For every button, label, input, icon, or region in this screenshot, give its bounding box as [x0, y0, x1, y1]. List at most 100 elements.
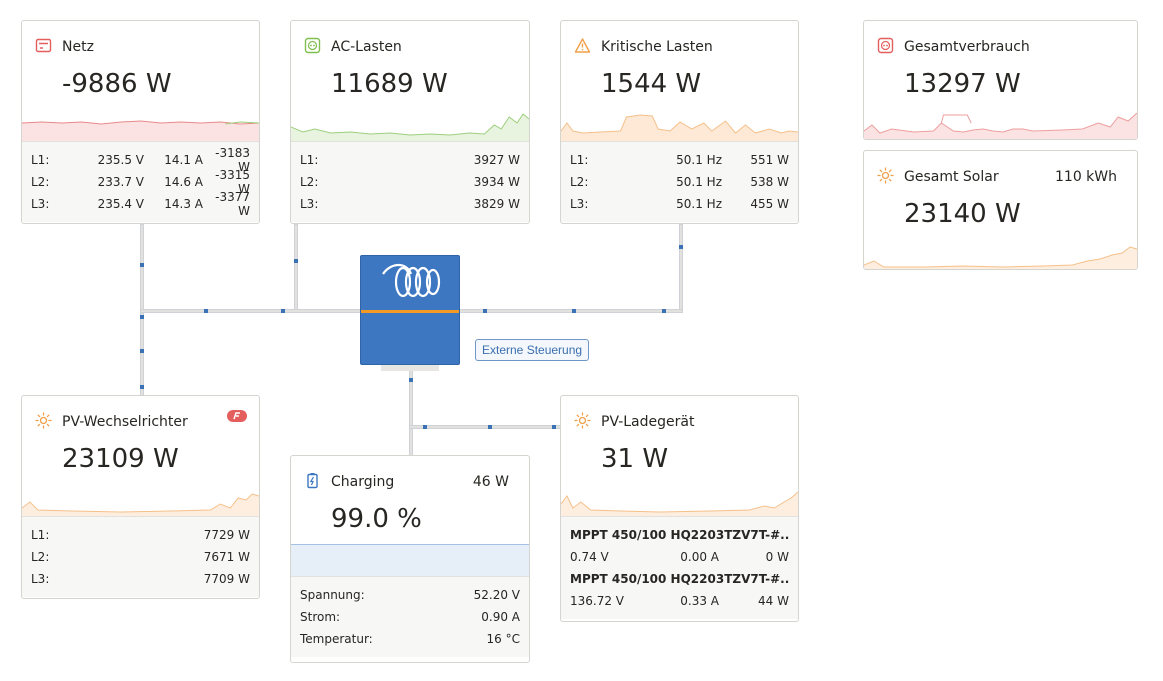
flow-dot	[483, 309, 487, 313]
table-row: L1: 3927 W	[300, 149, 520, 171]
pv-inverter-title: PV-Wechselrichter	[62, 414, 188, 430]
total-consumption-card[interactable]: Gesamtverbrauch 13297 W	[863, 20, 1138, 140]
wire-acloads-vertical	[294, 224, 298, 312]
ac-loads-sparkline	[291, 113, 529, 141]
grid-card[interactable]: Netz -9886 W L1: 235.5 V 14.1 A -3183 W …	[21, 20, 260, 224]
external-control-button[interactable]: Externe Steuerung	[475, 339, 590, 361]
socket-icon	[877, 37, 894, 54]
phase-label: L3:	[300, 197, 319, 211]
critical-loads-phase-table: L1: 50.1 Hz 551 W L2: 50.1 Hz 538 W L3: …	[561, 141, 798, 222]
victron-logo-icon	[382, 263, 441, 298]
total-consumption-power: 13297 W	[904, 69, 1021, 99]
battery-state: Charging	[331, 474, 395, 490]
battery-soc: 99.0 %	[331, 504, 422, 534]
table-row: L2: 3934 W	[300, 171, 520, 193]
flow-dot	[572, 309, 576, 313]
ac-loads-phase-table: L1: 3927 W L2: 3934 W L3: 3829 W	[291, 141, 529, 222]
mppt-voltage: 136.72 V	[570, 594, 625, 608]
phase-label: L1:	[31, 153, 50, 167]
wire-dc-horizontal	[409, 425, 561, 429]
pv-charger-card[interactable]: PV-Ladegerät 31 W MPPT 450/100 HQ2203TZV…	[560, 395, 799, 622]
phase-current: 14.3 A	[164, 197, 203, 211]
ac-loads-card[interactable]: AC-Lasten 11689 W L1: 3927 W L2: 3934 W …	[290, 20, 530, 224]
phase-frequency: 50.1 Hz	[676, 153, 722, 167]
battery-current-label: Strom:	[300, 610, 341, 624]
inverter-device[interactable]	[360, 255, 460, 371]
status-badge	[227, 410, 247, 422]
total-solar-title: Gesamt Solar	[904, 169, 999, 185]
table-row: L1: 235.5 V 14.1 A -3183 W	[31, 146, 250, 174]
grid-sparkline	[22, 120, 259, 141]
critical-loads-power: 1544 W	[601, 69, 702, 99]
table-row: L3: 7709 W	[31, 568, 250, 590]
phase-label: L1:	[300, 153, 319, 167]
battery-charging-icon	[307, 473, 318, 489]
total-consumption-title: Gesamtverbrauch	[904, 39, 1030, 55]
phase-power: -3183 W	[215, 146, 250, 174]
pv-charger-power: 31 W	[601, 444, 669, 474]
flow-dot	[679, 245, 683, 249]
table-row: L3: 50.1 Hz 455 W	[570, 193, 789, 215]
grid-title: Netz	[62, 39, 94, 55]
table-row: L1: 7729 W	[31, 524, 250, 546]
phase-power: 3934 W	[473, 175, 520, 189]
table-row: L2: 50.1 Hz 538 W	[570, 171, 789, 193]
warning-icon	[574, 38, 591, 53]
mppt-power: 0 W	[765, 550, 789, 564]
battery-voltage-label: Spannung:	[300, 588, 365, 602]
flow-dot	[423, 425, 427, 429]
phase-power: 455 W	[750, 197, 789, 211]
table-row: Spannung: 52.20 V	[300, 584, 520, 606]
ac-loads-card-header: AC-Lasten 11689 W	[291, 21, 529, 141]
pv-charger-sparkline	[561, 491, 798, 516]
critical-loads-card[interactable]: Kritische Lasten 1544 W L1: 50.1 Hz 551 …	[560, 20, 799, 224]
mppt-power: 44 W	[758, 594, 789, 608]
battery-power: 46 W	[472, 474, 509, 490]
grid-power: -9886 W	[62, 69, 172, 99]
pv-inverter-card[interactable]: PV-Wechselrichter 23109 W L1: 7729 W L2:…	[21, 395, 260, 599]
phase-current: 14.1 A	[164, 153, 203, 167]
phase-frequency: 50.1 Hz	[676, 175, 722, 189]
sun-icon	[574, 412, 591, 429]
phase-label: L2:	[31, 550, 50, 564]
phase-label: L1:	[570, 153, 589, 167]
ac-loads-power: 11689 W	[331, 69, 448, 99]
battery-details-table: Spannung: 52.20 V Strom: 0.90 A Temperat…	[291, 576, 529, 657]
table-row: 136.72 V 0.33 A 44 W	[570, 590, 789, 612]
phase-frequency: 50.1 Hz	[676, 197, 722, 211]
flow-dot	[552, 425, 556, 429]
sun-icon	[35, 412, 52, 429]
phase-label: L2:	[300, 175, 319, 189]
mppt-name: MPPT 450/100 HQ2203TZV7T-#...	[570, 528, 789, 542]
flow-dot	[204, 309, 208, 313]
table-row: L3: 235.4 V 14.3 A -3377 W	[31, 190, 250, 218]
table-row: Temperatur: 16 °C	[300, 628, 520, 650]
total-solar-power: 23140 W	[904, 199, 1021, 229]
total-solar-card[interactable]: Gesamt Solar 110 kWh 23140 W	[863, 150, 1138, 270]
critical-loads-title: Kritische Lasten	[601, 39, 713, 55]
phase-voltage: 235.5 V	[97, 153, 144, 167]
phase-power: 7729 W	[203, 528, 250, 542]
battery-card-header: Charging 46 W 99.0 %	[291, 456, 529, 576]
pv-inverter-sparkline	[22, 493, 259, 516]
critical-loads-card-header: Kritische Lasten 1544 W	[561, 21, 798, 141]
flow-dot	[140, 349, 144, 353]
total-solar-sparkline	[864, 246, 1137, 269]
phase-power: 551 W	[750, 153, 789, 167]
mppt-current: 0.33 A	[680, 594, 719, 608]
flow-dot	[140, 385, 144, 389]
table-row: L2: 7671 W	[31, 546, 250, 568]
grid-phase-table: L1: 235.5 V 14.1 A -3183 W L2: 233.7 V 1…	[22, 141, 259, 222]
battery-card[interactable]: Charging 46 W 99.0 % Spannung: 52.20 V S…	[290, 455, 530, 663]
phase-label: L3:	[31, 572, 50, 586]
phase-label: L1:	[31, 528, 50, 542]
battery-soc-fill	[291, 544, 529, 576]
phase-power: 3927 W	[473, 153, 520, 167]
battery-current: 0.90 A	[481, 610, 520, 624]
battery-voltage: 52.20 V	[473, 588, 520, 602]
mppt-voltage: 0.74 V	[570, 550, 609, 564]
battery-soc-chart	[291, 544, 529, 576]
flow-dot	[409, 378, 413, 382]
phase-voltage: 233.7 V	[97, 175, 144, 189]
